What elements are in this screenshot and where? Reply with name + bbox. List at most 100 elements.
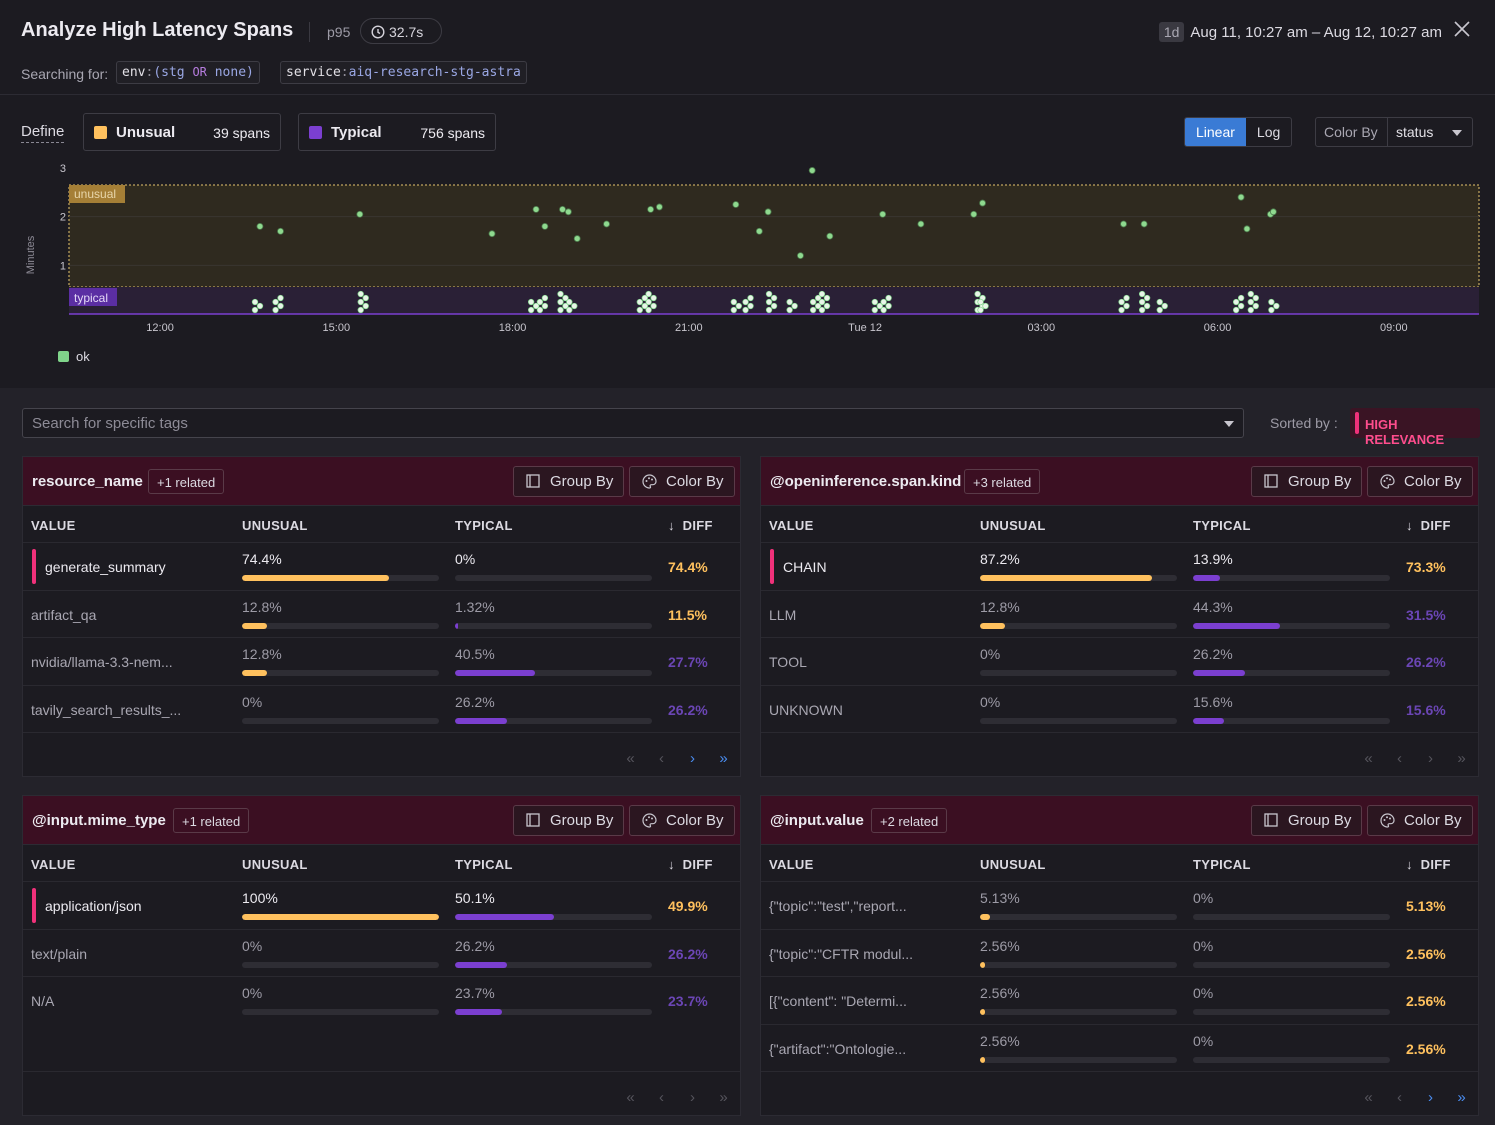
page-first-icon[interactable]: « xyxy=(626,1089,635,1106)
typical-point xyxy=(818,298,826,306)
diff-value: 49.9% xyxy=(668,898,708,914)
page-last-icon[interactable]: » xyxy=(1457,1089,1466,1106)
table-row[interactable]: [{"content": "Determi... 2.56% 0% 2.56% xyxy=(761,976,1478,1023)
col-diff[interactable]: ↓ DIFF xyxy=(668,518,713,533)
related-badge[interactable]: +1 related xyxy=(148,469,225,494)
tag-panel: @input.value +2 related Group By Color B… xyxy=(760,795,1479,1116)
y-tick-label: 3 xyxy=(60,163,66,175)
col-unusual[interactable]: UNUSUAL xyxy=(980,518,1046,533)
table-row[interactable]: {"topic":"test","report... 5.13% 0% 5.13… xyxy=(761,881,1478,928)
related-badge[interactable]: +1 related xyxy=(173,808,250,833)
table-row[interactable]: LLM 12.8% 44.3% 31.5% xyxy=(761,589,1478,637)
page-next-icon[interactable]: › xyxy=(1428,750,1433,767)
group-by-button[interactable]: Group By xyxy=(1251,466,1363,497)
sort-relevance-badge[interactable]: HIGH RELEVANCE xyxy=(1350,408,1480,447)
related-badge[interactable]: +2 related xyxy=(871,808,948,833)
color-by-button[interactable]: Color By xyxy=(629,466,735,497)
col-typical[interactable]: TYPICAL xyxy=(455,518,513,533)
tag-search-input[interactable]: Search for specific tags xyxy=(22,408,1244,438)
unusual-point xyxy=(1140,220,1148,228)
table-row[interactable]: UNKNOWN 0% 15.6% 15.6% xyxy=(761,684,1478,732)
table-row[interactable]: application/json 100% 50.1% 49.9% xyxy=(23,881,740,928)
diff-value: 26.2% xyxy=(668,945,708,962)
page-next-icon[interactable]: › xyxy=(690,750,695,767)
col-typical[interactable]: TYPICAL xyxy=(1193,518,1251,533)
page-prev-icon[interactable]: ‹ xyxy=(1397,750,1402,767)
unusual-point xyxy=(970,210,978,218)
group-by-button[interactable]: Group By xyxy=(513,805,625,836)
page-last-icon[interactable]: » xyxy=(719,750,728,767)
page-last-icon[interactable]: » xyxy=(1457,750,1466,767)
color-by-button[interactable]: Color By xyxy=(1367,805,1473,836)
page-next-icon[interactable]: › xyxy=(1428,1089,1433,1106)
page-next-icon[interactable]: › xyxy=(690,1089,695,1106)
table-row[interactable]: TOOL 0% 26.2% 26.2% xyxy=(761,637,1478,684)
color-by-value: status xyxy=(1396,124,1434,140)
table-row[interactable]: nvidia/llama-3.3-nem... 12.8% 40.5% 27.7… xyxy=(23,637,740,684)
col-typical[interactable]: TYPICAL xyxy=(1193,857,1251,872)
color-by-button[interactable]: Color By xyxy=(629,805,735,836)
time-range[interactable]: 1d Aug 11, 10:27 am – Aug 12, 10:27 am xyxy=(1158,22,1442,42)
sort-down-icon: ↓ xyxy=(668,518,675,533)
log-button[interactable]: Log xyxy=(1256,124,1281,140)
col-unusual[interactable]: UNUSUAL xyxy=(980,857,1046,872)
typical-point xyxy=(1161,302,1168,310)
table-row[interactable]: text/plain 0% 26.2% 26.2% xyxy=(23,928,740,976)
col-diff-label: DIFF xyxy=(1420,857,1451,872)
related-badge[interactable]: +3 related xyxy=(964,469,1041,494)
typical-point xyxy=(532,302,540,310)
color-by-label: Color By xyxy=(1404,812,1462,829)
col-unusual[interactable]: UNUSUAL xyxy=(242,518,308,533)
table-row[interactable]: {"topic":"CFTR modul... 2.56% 0% 2.56% xyxy=(761,928,1478,976)
page-first-icon[interactable]: « xyxy=(626,750,635,767)
searching-label: Searching for: xyxy=(21,66,109,82)
group-by-button[interactable]: Group By xyxy=(513,466,625,497)
query-env-open: ( xyxy=(153,65,162,80)
col-unusual[interactable]: UNUSUAL xyxy=(242,857,308,872)
row-value: {"artifact":"Ontologie... xyxy=(769,1040,907,1057)
page-first-icon[interactable]: « xyxy=(1364,750,1373,767)
typical-point xyxy=(809,306,817,314)
color-by-button[interactable]: Color By xyxy=(1367,466,1473,497)
col-diff[interactable]: ↓ DIFF xyxy=(668,857,713,872)
latency-chart[interactable]: unusual typical Minutes 1 2 3 12:00 15:00 18:00 2… xyxy=(0,160,1495,385)
query-service[interactable]: service:aiq-research-stg-astra xyxy=(280,61,527,84)
unusual-band-label: unusual xyxy=(74,187,116,201)
table-row[interactable]: N/A 0% 23.7% 23.7% xyxy=(23,976,740,1023)
group-by-button[interactable]: Group By xyxy=(1251,805,1363,836)
typical-swatch xyxy=(309,126,322,139)
typical-point xyxy=(880,298,887,306)
unusual-pct: 12.8% xyxy=(980,598,1020,615)
typical-point xyxy=(1247,298,1254,306)
close-icon[interactable] xyxy=(1453,20,1471,38)
table-row[interactable]: tavily_search_results_... 0% 26.2% 26.2% xyxy=(23,684,740,732)
define-link[interactable]: Define xyxy=(21,123,65,143)
status-legend-ok[interactable]: ok xyxy=(58,349,90,364)
unusual-legend[interactable]: Unusual 39 spans xyxy=(83,113,281,151)
col-diff[interactable]: ↓ DIFF xyxy=(1406,857,1451,872)
unusual-swatch xyxy=(94,126,107,139)
typical-legend[interactable]: Typical 756 spans xyxy=(298,113,496,151)
page-first-icon[interactable]: « xyxy=(1364,1089,1373,1106)
page-last-icon[interactable]: » xyxy=(719,1089,728,1106)
col-diff[interactable]: ↓ DIFF xyxy=(1406,518,1451,533)
typical-point xyxy=(818,306,826,314)
typical-point xyxy=(566,306,573,314)
table-row[interactable]: CHAIN 87.2% 13.9% 73.3% xyxy=(761,542,1478,589)
table-row[interactable]: {"artifact":"Ontologie... 2.56% 0% 2.56% xyxy=(761,1023,1478,1071)
page-prev-icon[interactable]: ‹ xyxy=(659,1089,664,1106)
linear-button[interactable]: Linear xyxy=(1185,118,1246,146)
col-typical[interactable]: TYPICAL xyxy=(455,857,513,872)
page-prev-icon[interactable]: ‹ xyxy=(1397,1089,1402,1106)
typical-pct: 0% xyxy=(1193,985,1214,1001)
row-value: {"topic":"test","report... xyxy=(769,898,907,914)
unusual-bar-fill xyxy=(242,670,268,676)
typical-point xyxy=(650,302,657,310)
color-by-select[interactable]: Color By status xyxy=(1315,117,1473,147)
page-prev-icon[interactable]: ‹ xyxy=(659,750,664,767)
table-row[interactable]: generate_summary 74.4% 0% 74.4% xyxy=(23,542,740,589)
query-env[interactable]: env:(stg OR none) xyxy=(116,61,260,84)
sort-down-icon: ↓ xyxy=(668,857,675,872)
typical-point xyxy=(1252,302,1259,310)
table-row[interactable]: artifact_qa 12.8% 1.32% 11.5% xyxy=(23,589,740,637)
